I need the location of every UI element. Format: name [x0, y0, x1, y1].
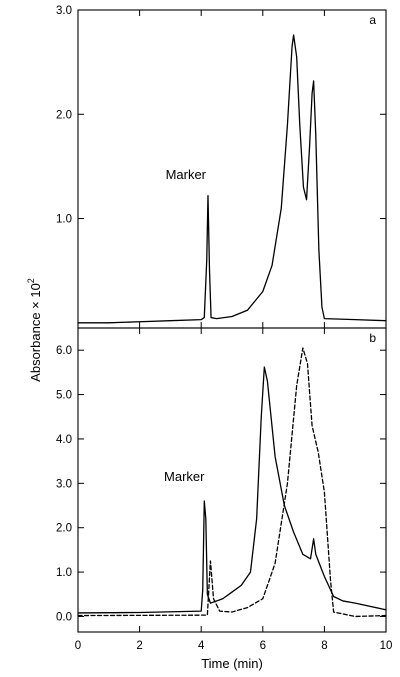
- panel-b-frame: [77, 327, 387, 633]
- panel-b-series: [77, 347, 387, 618]
- y-tick-label: 2.0: [56, 523, 72, 535]
- series-line-dashed: [77, 347, 387, 618]
- series-line-solid: [77, 34, 387, 324]
- y-axis-title: Absorbance × 102: [26, 278, 43, 382]
- y-tick-label: 3.0: [56, 478, 72, 490]
- y-tick-label: 3.0: [56, 5, 72, 17]
- panel-a: 1.0 2.0 3.0 a Marker: [56, 5, 387, 329]
- panel-a-frame: [77, 9, 387, 329]
- x-tick-label: 0: [75, 640, 81, 652]
- y-tick-label: 2.0: [56, 109, 72, 121]
- y-tick-label: 1.0: [56, 567, 72, 579]
- series-line-solid: [77, 366, 387, 614]
- panel-b: 0.0 1.0 2.0 3.0 4.0 5.0 6.0 0 2 4 6 8 10 b Marker: [56, 327, 393, 652]
- x-tick-label: 10: [380, 640, 393, 652]
- panel-a-series: [77, 34, 387, 324]
- panel-a-marker-annotation: Marker: [166, 167, 207, 182]
- y-tick-label: 6.0: [56, 345, 72, 357]
- panel-a-x-ticks: [77, 10, 387, 328]
- y-tick-label: 4.0: [56, 434, 72, 446]
- panel-a-letter: a: [369, 13, 376, 27]
- x-tick-label: 4: [198, 640, 205, 652]
- y-tick-label: 1.0: [56, 214, 72, 226]
- panel-a-y-ticks: 1.0 2.0 3.0: [56, 5, 386, 226]
- x-axis-title: Time (min): [201, 656, 263, 671]
- y-tick-label: 5.0: [56, 390, 72, 402]
- y-tick-label: 0.0: [56, 611, 72, 623]
- y-axis-title-exponent: 2: [26, 278, 36, 283]
- x-tick-label: 6: [260, 640, 266, 652]
- panel-b-x-ticks: 0 2 4 6 8 10: [75, 328, 393, 652]
- x-tick-label: 8: [321, 640, 327, 652]
- panel-b-y-ticks: 0.0 1.0 2.0 3.0 4.0 5.0 6.0: [56, 345, 386, 623]
- panel-b-marker-annotation: Marker: [164, 469, 205, 484]
- x-tick-label: 2: [136, 640, 142, 652]
- y-axis-title-main: Absorbance × 10: [28, 283, 43, 382]
- panel-b-letter: b: [369, 331, 376, 345]
